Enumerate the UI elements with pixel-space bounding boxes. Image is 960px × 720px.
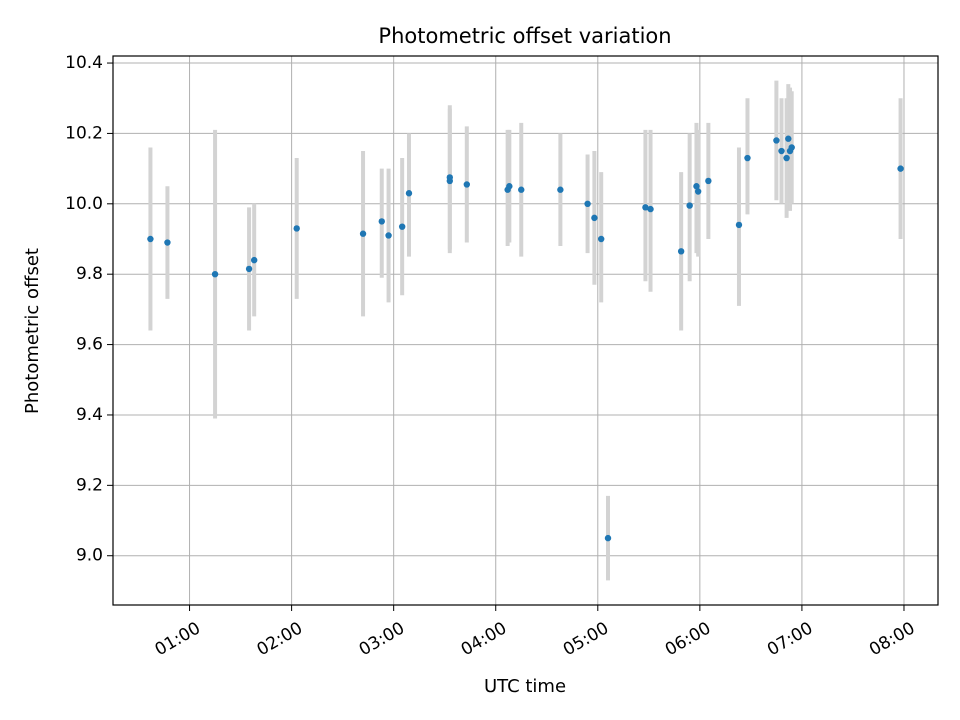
data-point bbox=[604, 534, 612, 542]
data-point bbox=[897, 165, 904, 172]
data-point bbox=[385, 232, 392, 239]
data-point bbox=[250, 256, 258, 264]
data-point bbox=[147, 235, 154, 243]
data-point bbox=[705, 177, 712, 185]
data-point bbox=[788, 144, 795, 151]
y-tick-label: 9.2 bbox=[76, 475, 103, 495]
data-point bbox=[557, 186, 564, 193]
data-point bbox=[591, 214, 598, 222]
data-point bbox=[164, 239, 171, 246]
data-point bbox=[378, 218, 385, 225]
data-point bbox=[686, 202, 693, 209]
data-point bbox=[584, 200, 591, 208]
data-point bbox=[597, 235, 605, 243]
y-tick-label: 9.6 bbox=[76, 335, 103, 355]
data-point bbox=[359, 230, 367, 237]
data-point bbox=[694, 188, 702, 195]
data-point bbox=[778, 147, 785, 155]
x-tick-label: 01:00 bbox=[152, 618, 204, 660]
plot-area-frame bbox=[112, 55, 939, 606]
chart-title: Photometric offset variation bbox=[378, 24, 671, 48]
y-axis-title: Photometric offset bbox=[22, 248, 43, 414]
x-axis-title: UTC time bbox=[484, 676, 566, 697]
data-point bbox=[693, 183, 700, 190]
data-point bbox=[293, 225, 300, 232]
data-point bbox=[677, 248, 685, 255]
data-point bbox=[518, 186, 525, 193]
data-point bbox=[506, 183, 513, 190]
x-tick-label: 08:00 bbox=[866, 618, 918, 660]
y-tick-label: 9.8 bbox=[76, 264, 103, 284]
data-point bbox=[647, 205, 654, 213]
point-layer bbox=[147, 135, 904, 542]
x-tick-label: 06:00 bbox=[662, 618, 714, 660]
x-tick-label: 04:00 bbox=[458, 618, 510, 660]
data-point bbox=[245, 265, 253, 273]
x-tick-label: 02:00 bbox=[254, 618, 306, 660]
data-point bbox=[773, 137, 780, 144]
y-tick-label: 9.4 bbox=[76, 405, 103, 425]
y-tick-label: 10.0 bbox=[65, 194, 103, 214]
data-point bbox=[783, 154, 790, 162]
data-point bbox=[446, 174, 454, 181]
data-point bbox=[398, 223, 406, 230]
data-point bbox=[735, 221, 743, 229]
x-tick-label: 07:00 bbox=[764, 618, 816, 660]
data-point bbox=[744, 154, 751, 162]
data-point bbox=[211, 270, 219, 278]
y-tick-label: 10.2 bbox=[65, 123, 103, 143]
data-point bbox=[642, 204, 649, 211]
data-point bbox=[463, 181, 471, 188]
grid-layer bbox=[113, 56, 938, 605]
x-tick-label: 03:00 bbox=[356, 618, 408, 660]
x-tick-label: 05:00 bbox=[560, 618, 612, 660]
y-tick-label: 9.0 bbox=[76, 546, 103, 566]
y-tick-label: 10.4 bbox=[65, 53, 103, 73]
data-point bbox=[405, 190, 413, 197]
data-point bbox=[785, 135, 792, 142]
